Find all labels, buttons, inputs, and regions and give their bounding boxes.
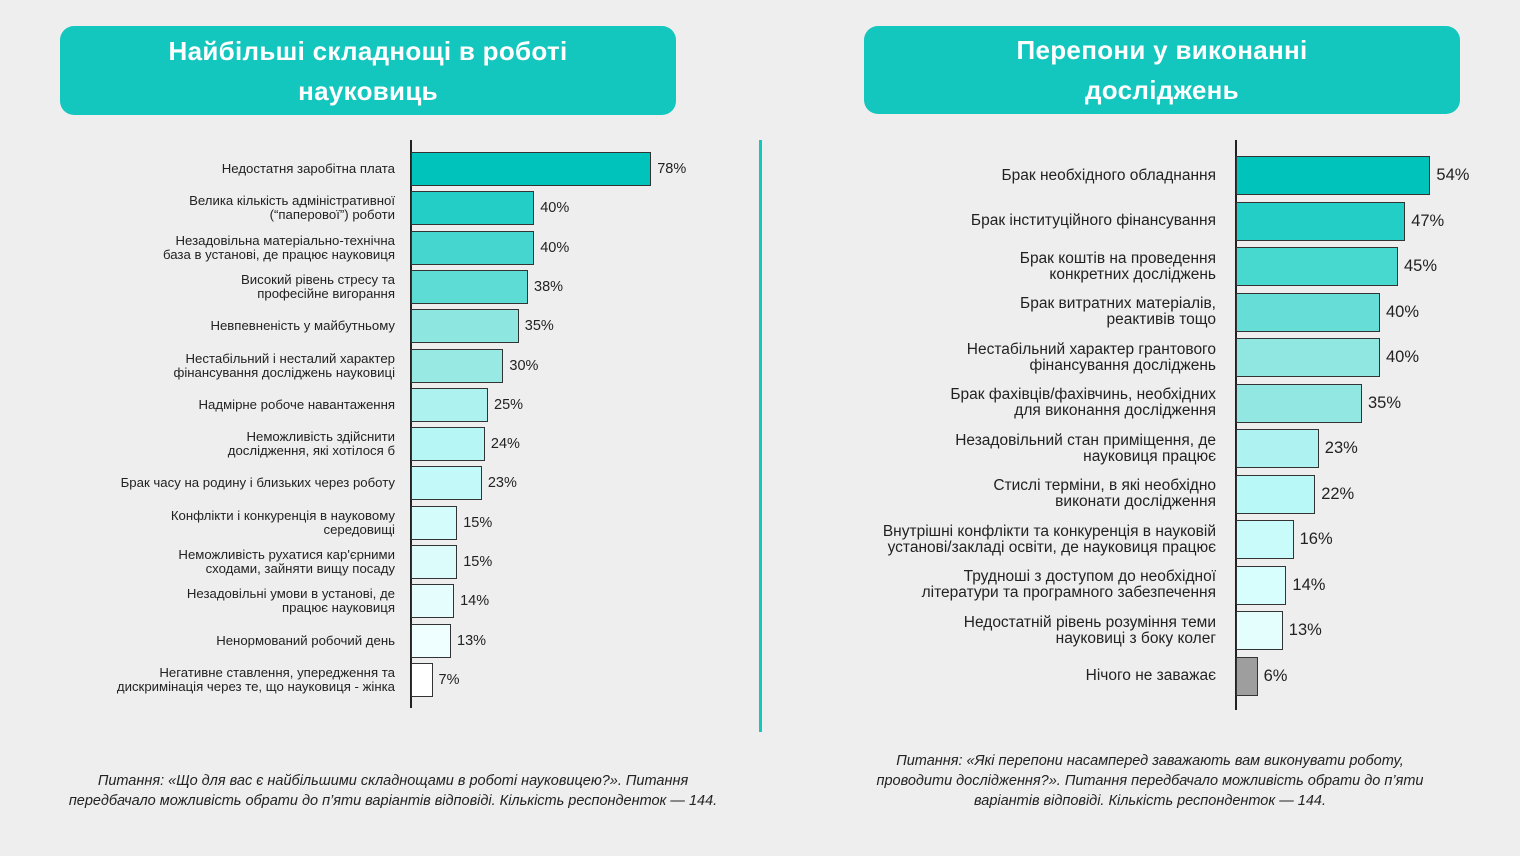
value-label: 14%: [1292, 575, 1326, 594]
category-label: Неможливість здійснити дослідження, які …: [227, 429, 395, 459]
bar: [411, 623, 452, 658]
bar: [411, 309, 519, 344]
bar: [1236, 247, 1398, 286]
bar: [411, 152, 652, 186]
bar: [411, 545, 458, 579]
category-label: Нестабільний і несталий характер фінансу…: [173, 350, 395, 380]
value-label: 22%: [1321, 484, 1355, 503]
category-label: Брак необхідного обладнання: [1001, 166, 1216, 184]
value-label: 7%: [438, 671, 460, 688]
category-label: Недостатня заробітна плата: [221, 161, 395, 176]
category-label: Незадовільні умови в установі, де працює…: [186, 586, 395, 616]
value-label: 40%: [540, 200, 570, 217]
category-label: Надмірне робоче навантаження: [198, 396, 395, 412]
value-label: 45%: [1404, 257, 1438, 275]
bar: [1236, 656, 1258, 696]
bar: [411, 662, 433, 697]
category-label: Стислі терміни, в які необхідно виконати…: [993, 477, 1216, 510]
bar: [1236, 520, 1294, 559]
bar: [1236, 338, 1380, 377]
bar: [411, 191, 535, 226]
category-label: Брак коштів на проведення конкретних дос…: [1019, 249, 1216, 283]
value-label: 16%: [1299, 530, 1333, 548]
category-label: Ненормований робочий день: [216, 632, 395, 648]
value-label: 13%: [1288, 621, 1322, 639]
bar: [411, 466, 482, 501]
category-label: Внутрішні конфлікти та конкуренція в нау…: [882, 522, 1216, 556]
bar: [1236, 565, 1287, 605]
category-label: Нестабільний характер грантового фінансу…: [966, 340, 1216, 374]
category-label: Конфлікти і конкуренція в науковому сере…: [170, 507, 395, 537]
category-label: Трудноші з доступом до необхідної літера…: [921, 568, 1216, 601]
category-label: Неможливість рухатися кар'єрними сходами…: [178, 547, 395, 576]
bar: [411, 269, 529, 304]
value-label: 78%: [657, 161, 687, 177]
value-label: 35%: [524, 318, 554, 335]
value-label: 38%: [534, 278, 564, 295]
value-label: 15%: [463, 554, 493, 570]
bar: [1236, 156, 1431, 195]
value-label: 23%: [487, 475, 517, 492]
divider: [759, 140, 762, 732]
bar: [1236, 201, 1406, 241]
value-label: 23%: [1324, 439, 1358, 457]
value-label: 24%: [490, 436, 520, 453]
chart-title-right: Перепони у виконанні досліджень: [864, 26, 1460, 114]
bar: [1236, 429, 1319, 468]
value-label: 40%: [1386, 348, 1420, 366]
category-label: Невпевненість у майбутньому: [210, 318, 395, 334]
value-label: 40%: [1386, 302, 1420, 321]
footnote-left: Питання: «Що для вас є найбільшими склад…: [68, 773, 718, 809]
value-label: 13%: [457, 632, 487, 649]
value-label: 47%: [1411, 211, 1445, 230]
category-label: Брак інституційного фінансування: [970, 212, 1216, 229]
value-label: 15%: [463, 514, 493, 531]
category-label: Високий рівень стресу та професійне виго…: [240, 271, 395, 301]
value-label: 54%: [1436, 166, 1470, 184]
value-label: 6%: [1263, 666, 1288, 685]
bar: [411, 348, 504, 383]
value-label: 25%: [494, 396, 524, 413]
bar: [411, 387, 488, 422]
bar: [1236, 611, 1283, 650]
footnote-right: Питання: «Які перепони насамперед заважа…: [876, 753, 1424, 809]
value-label: 14%: [460, 593, 490, 610]
category-label: Брак фахівців/фахівчинь, необхідних для …: [950, 386, 1216, 419]
value-label: 30%: [509, 357, 539, 374]
category-label: Незадовільний стан приміщення, де науков…: [955, 431, 1216, 465]
value-label: 35%: [1368, 393, 1402, 412]
y-axis-left: [410, 140, 412, 708]
category-label: Недостатній рівень розуміння теми науков…: [963, 613, 1216, 647]
bar: [1236, 474, 1316, 514]
y-axis-right: [1235, 140, 1237, 710]
bar: [1236, 292, 1380, 332]
bar: [411, 505, 458, 540]
bar: [411, 584, 455, 619]
category-label: Нічого не заважає: [1085, 667, 1216, 684]
category-label: Брак часу на родину і близьких через роб…: [120, 475, 395, 491]
category-label: Велика кількість адміністративної (“папе…: [189, 193, 395, 223]
chart-title-left: Найбільші складнощі в роботі науковиць: [60, 26, 676, 115]
bar: [411, 427, 485, 462]
category-label: Брак витратних матеріалів, реактивів тощ…: [1020, 295, 1216, 328]
bar: [411, 230, 535, 265]
category-label: Незадовільна матеріально-технічна база в…: [162, 232, 395, 262]
bar: [1236, 383, 1362, 423]
value-label: 40%: [540, 239, 570, 256]
category-label: Негативне ставлення, упередження та диск…: [116, 664, 395, 694]
